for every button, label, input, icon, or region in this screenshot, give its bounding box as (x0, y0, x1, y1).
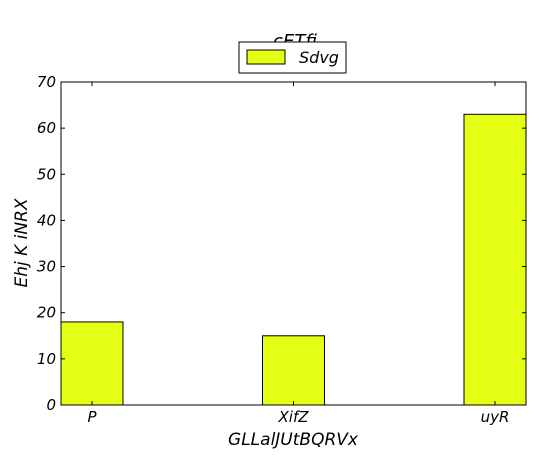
y-tick-label: 10 (37, 350, 56, 368)
legend: Sdvg (238, 41, 347, 74)
legend-swatch (246, 49, 286, 65)
x-tick-label: uyR (481, 408, 510, 426)
bars-layer (60, 113, 527, 406)
y-tick-label: 30 (37, 258, 56, 276)
bar-XifZ (262, 335, 325, 406)
y-tick-label: 50 (37, 165, 56, 183)
x-axis-title: GLLalJUtBQRVx (228, 430, 359, 450)
y-axis: 0 10 20 30 40 50 60 70 (37, 73, 526, 414)
y-axis-title: Ehj K iNRX (12, 198, 32, 287)
y-tick-label: 70 (37, 73, 56, 91)
x-axis: P XifZ uyR (87, 82, 509, 426)
legend-label: Sdvg (299, 48, 339, 67)
plot-frame (60, 81, 527, 406)
x-tick-label: XifZ (278, 408, 310, 426)
x-tick-label: P (87, 408, 97, 426)
y-tick-label: 20 (37, 304, 56, 322)
y-tick-label: 40 (37, 211, 56, 229)
bar-P (60, 321, 124, 406)
y-tick-label: 0 (46, 396, 56, 414)
bar-uyR (463, 113, 527, 406)
y-tick-label: 60 (37, 119, 56, 137)
